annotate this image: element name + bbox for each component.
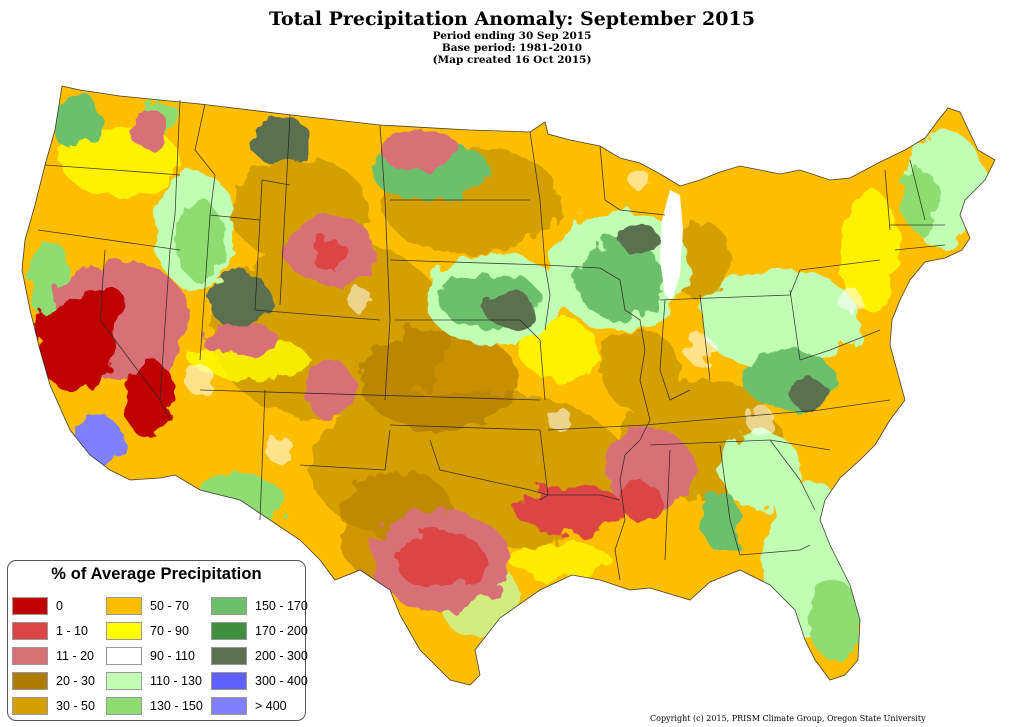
legend-item: 20 - 30 <box>12 672 95 690</box>
legend-label: 170 - 200 <box>255 624 308 638</box>
legend-swatch <box>106 597 142 615</box>
legend-swatch <box>211 622 247 640</box>
period-label: Period ending 30 Sep 2015 <box>432 30 592 42</box>
legend-swatch <box>12 597 48 615</box>
legend-label: 20 - 30 <box>56 674 95 688</box>
base-period-label: Base period: 1981-2010 <box>441 42 583 54</box>
copyright-text: Copyright (c) 2015, PRISM Climate Group,… <box>650 714 926 723</box>
legend-item: 170 - 200 <box>211 622 308 640</box>
legend-label: 11 - 20 <box>56 649 94 663</box>
legend-item: 150 - 170 <box>211 597 308 615</box>
legend-item: 70 - 90 <box>106 622 189 640</box>
legend-title: % of Average Precipitation <box>51 565 262 583</box>
legend-item: 90 - 110 <box>106 647 195 665</box>
legend-swatch <box>106 647 142 665</box>
legend-swatch <box>211 697 247 715</box>
legend-label: 1 - 10 <box>56 624 88 638</box>
legend-item: 0 <box>12 597 63 615</box>
legend-item: > 400 <box>211 697 287 715</box>
created-label: (Map created 16 Oct 2015) <box>432 54 592 66</box>
legend-label: 50 - 70 <box>150 599 189 613</box>
legend-label: 70 - 90 <box>150 624 189 638</box>
legend-item: 30 - 50 <box>12 697 95 715</box>
legend-item: 200 - 300 <box>211 647 308 665</box>
legend-label: 300 - 400 <box>255 674 308 688</box>
legend-swatch <box>211 597 247 615</box>
legend-label: 110 - 130 <box>150 674 202 688</box>
legend-item: 110 - 130 <box>106 672 202 690</box>
legend-item: 130 - 150 <box>106 697 203 715</box>
legend-label: 130 - 150 <box>150 699 203 713</box>
legend-swatch <box>12 672 48 690</box>
legend-item: 1 - 10 <box>12 622 88 640</box>
legend-label: 150 - 170 <box>255 599 308 613</box>
legend-swatch <box>12 647 48 665</box>
legend-swatch <box>211 672 247 690</box>
legend-item: 300 - 400 <box>211 672 308 690</box>
legend-label: > 400 <box>255 699 287 713</box>
legend: % of Average Precipitation 0 1 - 10 11 -… <box>7 560 308 721</box>
legend-label: 30 - 50 <box>56 699 95 713</box>
legend-swatch <box>12 622 48 640</box>
legend-item: 50 - 70 <box>106 597 189 615</box>
legend-label: 90 - 110 <box>150 649 195 663</box>
map-header: Total Precipitation Anomaly: September 2… <box>0 8 1024 66</box>
legend-swatch <box>106 622 142 640</box>
legend-swatch <box>106 697 142 715</box>
legend-item: 11 - 20 <box>12 647 94 665</box>
legend-label: 200 - 300 <box>255 649 308 663</box>
legend-label: 0 <box>56 599 63 613</box>
legend-swatch <box>211 647 247 665</box>
map-title: Total Precipitation Anomaly: September 2… <box>269 8 755 30</box>
legend-swatch <box>12 697 48 715</box>
legend-swatch <box>106 672 142 690</box>
